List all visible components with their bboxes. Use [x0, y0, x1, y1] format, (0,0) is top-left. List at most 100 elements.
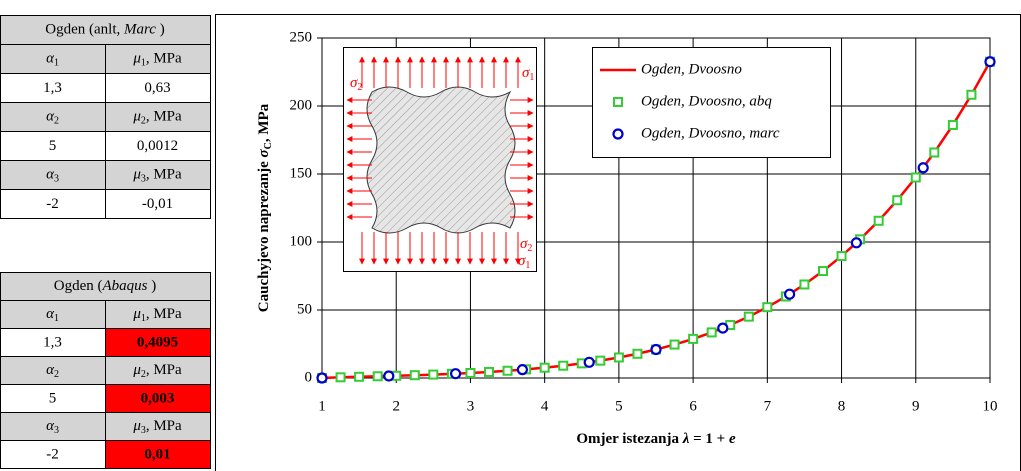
- cell: [105, 131, 211, 161]
- x-tick-label: 6: [689, 398, 697, 414]
- symbol-label: σ2: [520, 236, 532, 254]
- square-marker: [335, 372, 346, 383]
- table-value: 0,0012: [137, 138, 178, 154]
- symbol-label: α2: [46, 362, 59, 380]
- subscript: 3: [54, 174, 59, 185]
- cell: [0, 102, 106, 132]
- x-tick-label: 1: [318, 398, 326, 414]
- square-marker: [947, 119, 958, 130]
- y-tick-label: 100: [290, 233, 313, 249]
- table-value: 1,3: [43, 80, 62, 96]
- subscript: 2: [54, 116, 59, 127]
- square-marker: [873, 215, 884, 226]
- symbol-label: μ1, MPa: [132, 51, 182, 69]
- subscript: 1: [529, 72, 534, 83]
- symbol: α: [46, 362, 55, 378]
- circle-marker: [783, 288, 796, 300]
- cell: [0, 384, 106, 413]
- plot-area: [321, 37, 991, 379]
- legend-box: [592, 47, 831, 158]
- symbol-label: μ3, MPa: [132, 418, 182, 436]
- y-axis-label: Cauchyjevo naprezanje σC, MPa: [256, 103, 274, 312]
- x-label-part: λ: [682, 431, 690, 447]
- symbol: μ: [132, 51, 141, 67]
- table-value: 0,003: [141, 390, 175, 406]
- symbol-label: μ3, MPa: [132, 167, 182, 185]
- symbol: σ: [350, 75, 358, 91]
- y-tick-label: 0: [305, 369, 313, 385]
- cell: [0, 160, 106, 190]
- symbol: α: [46, 306, 55, 322]
- circle-marker: [583, 356, 595, 368]
- x-label-part: = 1 +: [689, 431, 729, 447]
- cell: [0, 440, 106, 469]
- legend-label: Ogden, Dvoosno, abq: [641, 93, 772, 109]
- symbol-label: μ2, MPa: [132, 362, 182, 380]
- square-marker: [372, 371, 383, 382]
- subscript: 2: [141, 116, 146, 127]
- subscript: 1: [141, 313, 146, 324]
- symbol: α: [46, 418, 55, 434]
- subscript: 1: [141, 58, 146, 69]
- symbol-label: α1: [46, 306, 59, 324]
- legend-swatch: [613, 97, 623, 107]
- table-value: 0,01: [144, 446, 170, 462]
- symbol: μ: [132, 109, 141, 125]
- circle-marker: [450, 368, 462, 380]
- square-marker: [669, 339, 680, 350]
- square-marker: [892, 195, 903, 206]
- square-marker: [743, 311, 754, 322]
- unit: , MPa: [146, 362, 182, 378]
- square-marker: [613, 352, 624, 363]
- subscript: 1: [54, 58, 59, 69]
- cell: [0, 73, 106, 103]
- title-part: Ogden (anlt,: [45, 22, 124, 38]
- table-title: Ogden (Abaqus ): [54, 278, 157, 294]
- square-marker: [836, 251, 847, 262]
- subscript: 1: [525, 260, 530, 271]
- symbol: α: [46, 167, 55, 183]
- square-marker: [818, 266, 828, 277]
- square-marker: [595, 355, 606, 366]
- symbol: σ: [522, 65, 530, 81]
- x-tick-label: 8: [838, 398, 846, 414]
- symbol: σ: [520, 236, 528, 252]
- subscript: 2: [357, 82, 362, 93]
- x-label-part: e: [729, 431, 736, 447]
- symbol-label: σ1: [522, 65, 534, 83]
- legend-swatch: [612, 128, 624, 140]
- y-label-part: Cauchyjevo naprezanje: [256, 157, 272, 312]
- y-tick-label: 200: [290, 97, 313, 113]
- square-marker: [354, 371, 365, 382]
- subscript: 3: [54, 425, 59, 436]
- y-label-part: σ: [256, 148, 272, 157]
- table-value: 5: [49, 138, 57, 154]
- square-marker: [706, 327, 717, 338]
- square-marker: [428, 369, 439, 380]
- square-marker: [539, 362, 550, 373]
- symbol-label: α2: [46, 109, 59, 127]
- unit: , MPa: [146, 109, 182, 125]
- cell: [105, 440, 211, 469]
- symbol-label: μ1, MPa: [132, 306, 182, 324]
- unit: , MPa: [146, 51, 182, 67]
- cell: [105, 328, 211, 357]
- symbol: α: [46, 109, 55, 125]
- symbol: μ: [132, 362, 141, 378]
- cell: [0, 15, 211, 45]
- subscript: 2: [141, 369, 146, 380]
- circle-marker: [316, 372, 328, 384]
- x-tick-label: 7: [764, 398, 772, 414]
- subscript: 3: [141, 174, 146, 185]
- cell: [105, 44, 211, 74]
- circle-marker: [717, 322, 729, 334]
- square-marker: [910, 172, 921, 183]
- subscript: 2: [527, 243, 532, 254]
- table-title: Ogden (anlt, Marc ): [45, 22, 164, 38]
- symbol-label: α1: [46, 51, 59, 69]
- symbol-label: μ2, MPa: [132, 109, 182, 127]
- table-value: 5: [49, 390, 57, 406]
- square-marker: [966, 89, 977, 100]
